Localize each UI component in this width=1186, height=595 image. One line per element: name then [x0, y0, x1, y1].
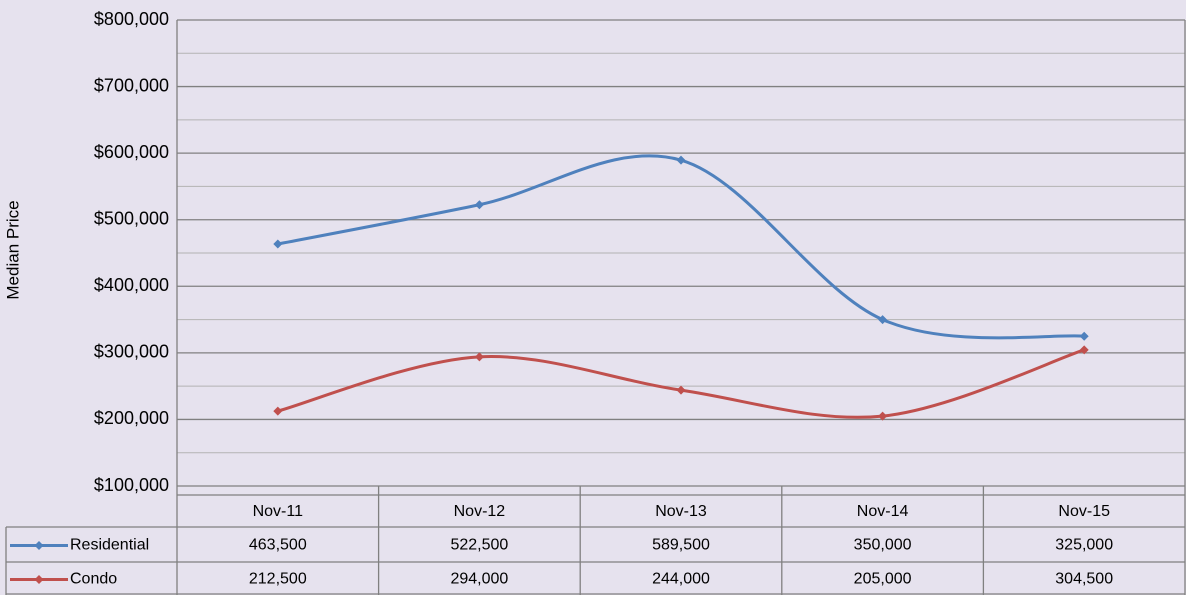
point-marker [676, 155, 686, 165]
x-tick-label: Nov-13 [655, 503, 707, 520]
point-marker [273, 406, 283, 416]
y-tick-label: $300,000 [94, 342, 169, 362]
table-value: 205,000 [854, 571, 912, 588]
x-tick-label: Nov-14 [857, 503, 909, 520]
table-value: 212,500 [249, 571, 307, 588]
point-marker [878, 315, 888, 325]
table-value: 350,000 [854, 537, 912, 554]
x-tick-label: Nov-12 [454, 503, 506, 520]
table-value: 325,000 [1055, 537, 1113, 554]
table-value: 589,500 [652, 537, 710, 554]
point-marker [1079, 345, 1089, 355]
y-tick-label: $500,000 [94, 208, 169, 228]
y-tick-label: $800,000 [94, 9, 169, 29]
y-tick-label: $600,000 [94, 142, 169, 162]
y-tick-label: $700,000 [94, 75, 169, 95]
y-tick-label: $200,000 [94, 408, 169, 428]
legend-marker [34, 575, 44, 584]
legend-marker [34, 541, 44, 550]
legend-label: Residential [70, 537, 149, 554]
point-marker [474, 352, 484, 362]
table-value: 244,000 [652, 571, 710, 588]
x-tick-label: Nov-15 [1058, 503, 1110, 520]
table-value: 463,500 [249, 537, 307, 554]
table-value: 294,000 [450, 571, 508, 588]
table-value: 304,500 [1055, 571, 1113, 588]
y-tick-label: $400,000 [94, 275, 169, 295]
point-marker [273, 239, 283, 249]
y-tick-label: $100,000 [94, 475, 169, 495]
point-marker [878, 411, 888, 421]
legend-label: Condo [70, 571, 117, 588]
y-axis-label: Median Price [3, 200, 22, 299]
table-value: 522,500 [450, 537, 508, 554]
point-marker [1079, 331, 1089, 341]
x-tick-label: Nov-11 [253, 503, 303, 520]
point-marker [474, 200, 484, 210]
point-marker [676, 385, 686, 395]
